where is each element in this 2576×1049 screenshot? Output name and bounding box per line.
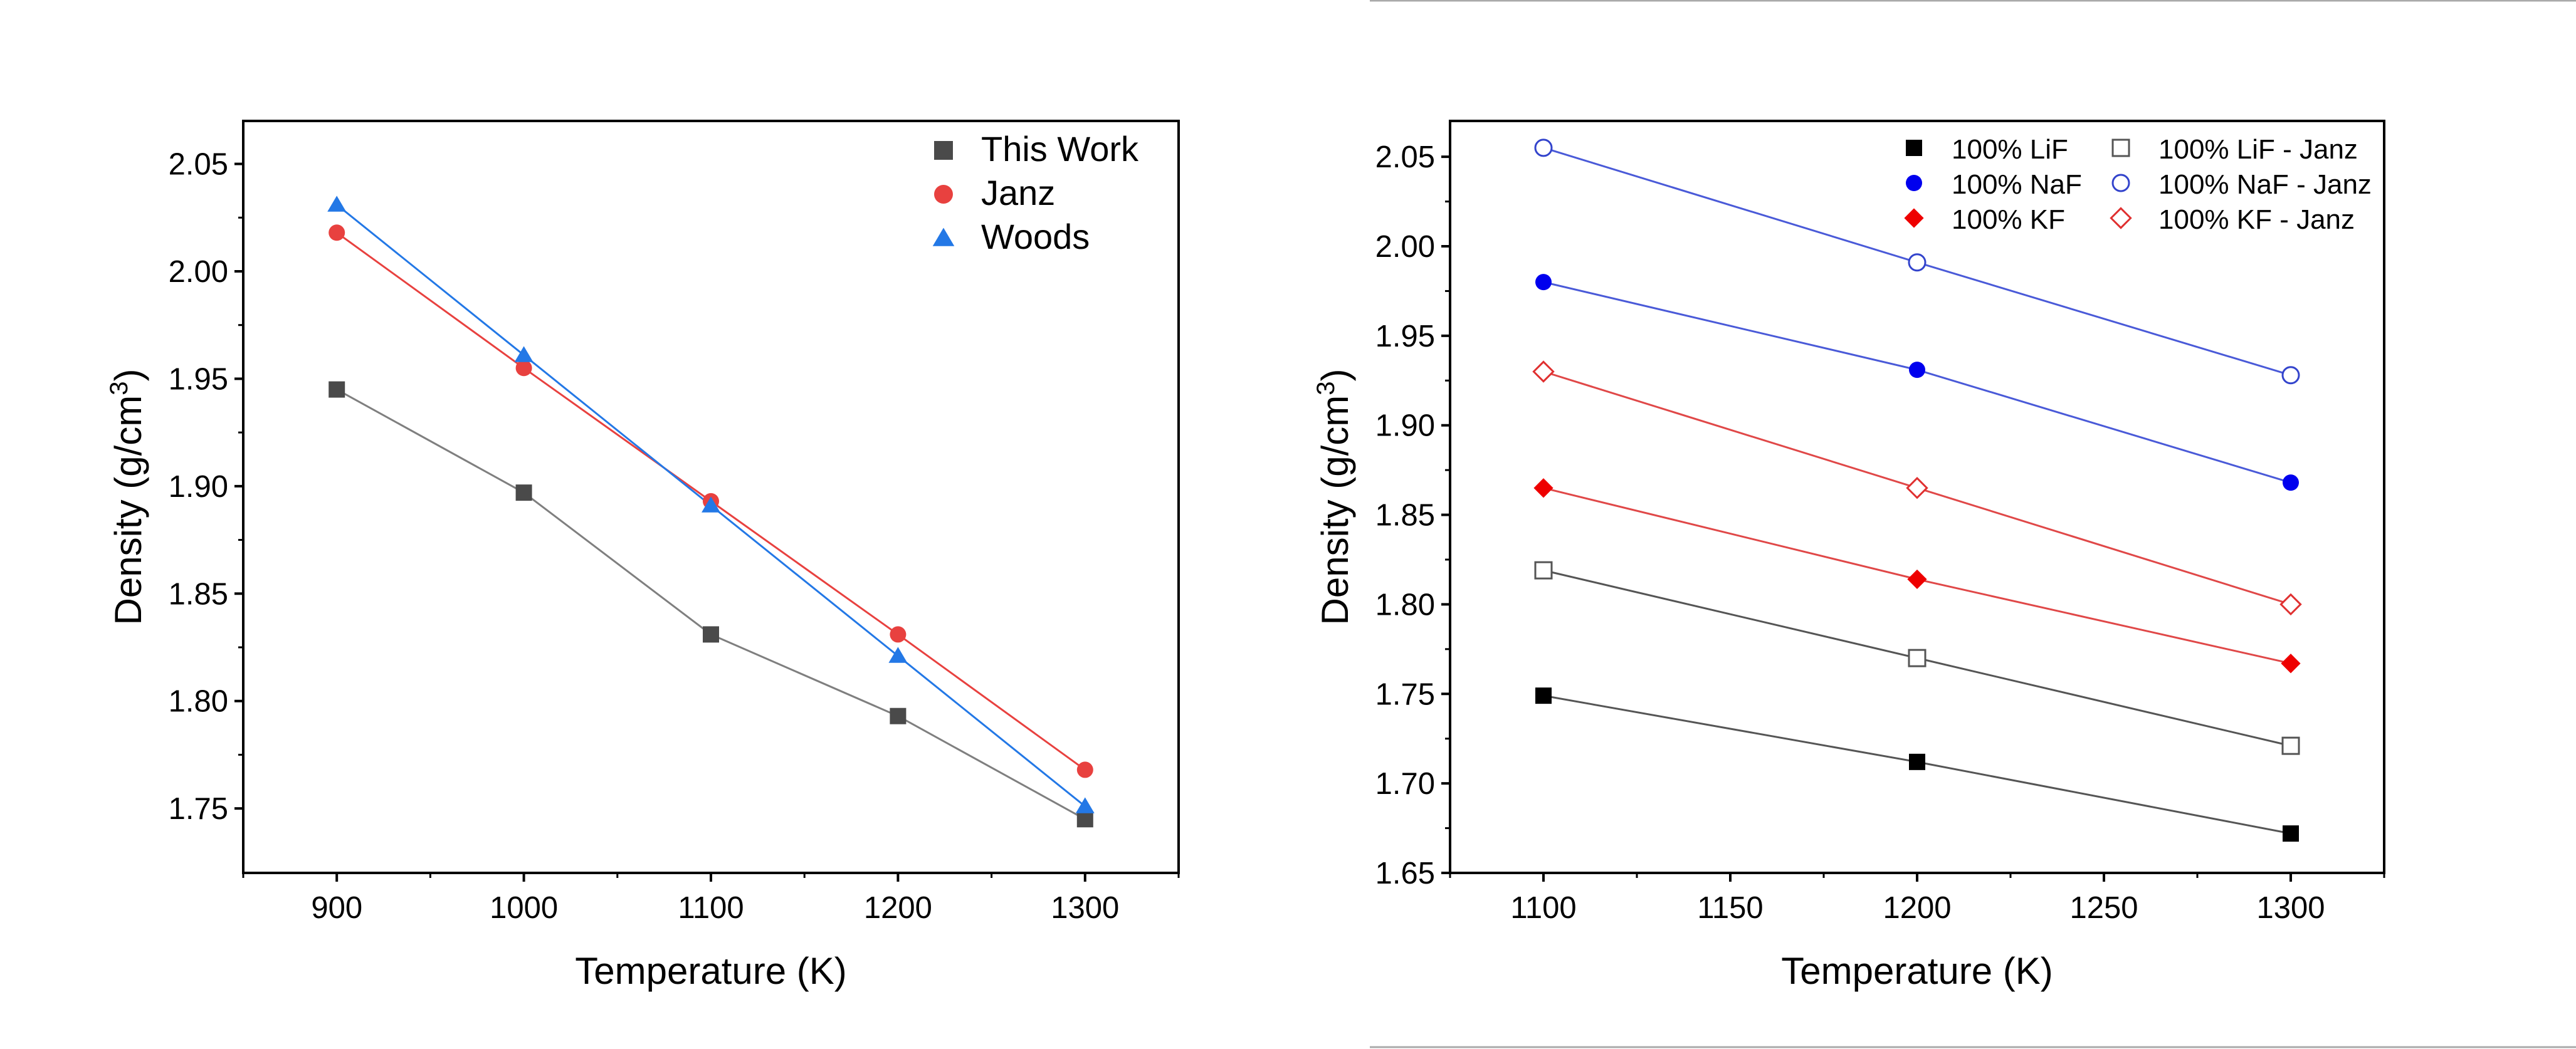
right-density-chart: 1.65 1.70 1.75 1.80 1.85 1.90 1.95 2.00 2.05 110… xyxy=(1312,120,2385,992)
left-x-tick-label-2: 1100 xyxy=(678,891,744,925)
right-x-tick-label-2: 1200 xyxy=(1883,891,1951,925)
left-point-this-work-2 xyxy=(703,626,719,643)
left-point-woods-3 xyxy=(888,647,908,663)
right-legend-label-100-kf: 100% KF xyxy=(1952,204,2065,235)
right-point-100-naf-2 xyxy=(2283,474,2299,491)
left-point-this-work-4 xyxy=(1076,811,1093,828)
right-point-100-naf-1 xyxy=(1909,362,1925,378)
right-legend: 100% LiF 100% LiF - Janz 100% NaF 100% NaF … xyxy=(1904,134,2372,235)
right-point-100-kf-0 xyxy=(1533,478,1553,498)
left-x-tick-label-4: 1300 xyxy=(1051,891,1119,925)
right-y-tick-label-2: 1.75 xyxy=(1375,677,1435,711)
right-point-100-kf-1 xyxy=(1907,569,1927,590)
right-point-100-naf-janz-1 xyxy=(1908,253,1927,272)
right-point-100-kf-janz-2 xyxy=(2279,593,2302,616)
left-point-this-work-1 xyxy=(515,484,532,501)
right-legend-label-100-naf-janz: 100% NaF - Janz xyxy=(2158,169,2372,200)
left-legend-marker-this-work xyxy=(934,141,953,160)
right-y-ticks: 1.65 1.70 1.75 1.80 1.85 1.90 1.95 2.00 2.05 xyxy=(1375,140,1450,890)
left-legend-label-janz: Janz xyxy=(981,173,1055,212)
left-density-chart: 1.75 1.80 1.85 1.90 1.95 2.00 2.05 900 1000 1100… xyxy=(105,120,1180,992)
right-line-100-naf xyxy=(1543,281,2291,484)
right-legend-label-100-naf: 100% NaF xyxy=(1952,169,2082,200)
right-point-100-kf-janz-0 xyxy=(1532,360,1555,383)
left-point-woods-0 xyxy=(327,196,347,212)
right-point-100-naf-janz-2 xyxy=(2281,366,2300,385)
left-point-janz-0 xyxy=(329,224,345,241)
right-point-100-lif-2 xyxy=(2283,825,2299,842)
right-x-tick-label-1: 1150 xyxy=(1697,891,1763,925)
right-legend-marker-100-kf xyxy=(1904,208,1924,228)
left-line-this-work xyxy=(336,389,1086,820)
left-y-tick-label-2: 1.85 xyxy=(169,577,228,611)
right-legend-label-100-lif-janz: 100% LiF - Janz xyxy=(2158,134,2358,165)
right-x-tick-label-4: 1300 xyxy=(2256,891,2325,925)
right-y-tick-label-1: 1.70 xyxy=(1375,767,1435,801)
right-point-100-kf-2 xyxy=(2281,654,2301,674)
right-legend-marker-100-lif-janz xyxy=(2111,138,2130,157)
left-point-woods-2 xyxy=(702,496,720,513)
right-x-ticks: 1100 1150 1200 1250 1300 xyxy=(1449,873,2385,925)
right-y-tick-label-8: 2.05 xyxy=(1375,140,1435,174)
left-x-ticks: 900 1000 1100 1200 1300 xyxy=(242,873,1180,925)
right-x-axis-title: Temperature (K) xyxy=(1781,950,2053,992)
right-data-points xyxy=(1532,138,2302,842)
left-y-tick-label-0: 1.75 xyxy=(169,792,228,826)
right-legend-label-100-kf-janz: 100% KF - Janz xyxy=(2158,204,2355,235)
right-y-axis-title: Density (g/cm3) xyxy=(1312,369,1356,625)
left-legend-label-this-work: This Work xyxy=(981,129,1139,169)
right-y-tick-label-3: 1.80 xyxy=(1375,588,1435,622)
right-legend-marker-100-naf xyxy=(1906,175,1922,191)
right-y-tick-label-0: 1.65 xyxy=(1375,857,1435,890)
right-point-100-lif-janz-1 xyxy=(1908,649,1927,667)
left-point-woods-1 xyxy=(514,346,534,362)
left-x-tick-label-1: 1000 xyxy=(490,891,558,925)
left-x-tick-label-3: 1200 xyxy=(864,891,932,925)
right-legend-marker-100-kf-janz xyxy=(2110,207,2132,229)
right-legend-marker-100-naf-janz xyxy=(2111,174,2130,192)
right-x-tick-label-3: 1250 xyxy=(2069,891,2138,925)
right-point-100-naf-0 xyxy=(1535,274,1552,291)
right-point-100-lif-1 xyxy=(1909,753,1925,770)
left-point-this-work-0 xyxy=(329,381,345,398)
right-legend-label-100-lif: 100% LiF xyxy=(1952,134,2068,165)
right-y-tick-label-4: 1.85 xyxy=(1375,499,1435,533)
left-y-tick-label-6: 2.05 xyxy=(169,148,228,182)
left-legend-marker-woods xyxy=(932,227,955,246)
right-y-tick-label-6: 1.95 xyxy=(1375,320,1435,353)
left-point-this-work-3 xyxy=(890,707,907,724)
left-point-janz-1 xyxy=(515,360,532,377)
left-y-tick-label-3: 1.90 xyxy=(169,470,228,504)
right-y-tick-label-7: 2.00 xyxy=(1375,230,1435,264)
left-y-tick-label-1: 1.80 xyxy=(169,685,228,719)
left-point-woods-4 xyxy=(1075,797,1095,813)
left-legend: This Work Janz Woods xyxy=(932,129,1139,256)
right-point-100-lif-0 xyxy=(1535,687,1552,704)
left-legend-label-woods: Woods xyxy=(981,217,1090,256)
left-point-janz-3 xyxy=(890,626,907,643)
right-point-100-lif-janz-2 xyxy=(2281,736,2300,755)
left-x-tick-label-0: 900 xyxy=(311,891,362,925)
left-legend-marker-janz xyxy=(934,185,953,204)
right-y-tick-label-5: 1.90 xyxy=(1375,409,1435,443)
left-y-axis-title: Density (g/cm3) xyxy=(105,369,149,625)
left-x-axis-title: Temperature (K) xyxy=(575,950,846,992)
left-data-points xyxy=(327,196,1095,828)
right-point-100-lif-janz-0 xyxy=(1534,561,1553,580)
right-point-100-kf-janz-1 xyxy=(1906,476,1928,499)
right-legend-marker-100-lif xyxy=(1906,140,1922,156)
left-y-ticks: 1.75 1.80 1.85 1.90 1.95 2.00 2.05 xyxy=(169,148,243,826)
right-x-tick-label-0: 1100 xyxy=(1510,891,1576,925)
left-point-janz-4 xyxy=(1076,761,1093,778)
left-y-tick-label-5: 2.00 xyxy=(169,255,228,289)
right-point-100-naf-janz-0 xyxy=(1534,138,1553,157)
left-y-tick-label-4: 1.95 xyxy=(169,362,228,396)
